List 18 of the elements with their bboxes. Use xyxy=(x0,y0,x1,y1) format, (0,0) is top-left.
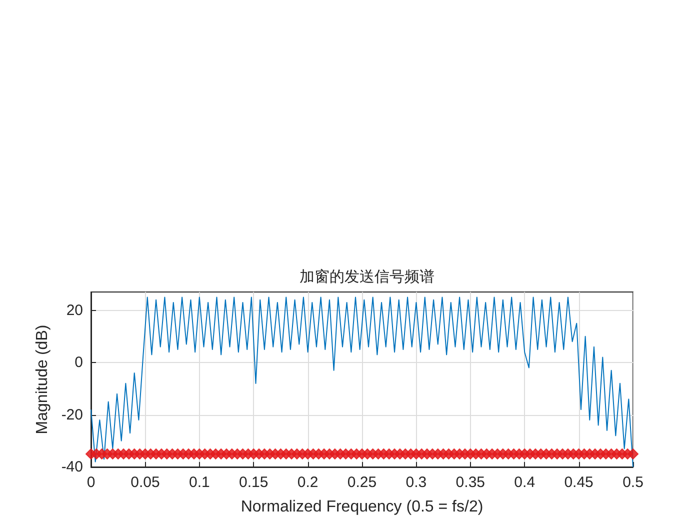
x-tick-label: 0.2 xyxy=(297,474,318,491)
x-tick-label: 0.5 xyxy=(622,474,644,491)
y-tick-label: 0 xyxy=(74,354,83,372)
x-tick-label: 0.35 xyxy=(456,474,485,491)
x-tick-label: 0.4 xyxy=(514,474,536,491)
x-tick-label: 0.1 xyxy=(188,474,210,491)
x-tick-label: 0.05 xyxy=(130,474,160,491)
x-tick-label: 0.45 xyxy=(564,474,594,491)
x-tick-label: 0.3 xyxy=(406,474,427,491)
y-tick-label: -40 xyxy=(61,458,83,476)
y-tick-label: -20 xyxy=(61,406,83,424)
x-tick-label: 0.15 xyxy=(239,474,268,491)
y-axis-title: Magnitude (dB) xyxy=(34,324,51,434)
chart-title: 加窗的发送信号频谱 xyxy=(300,268,434,286)
y-tick-label: 20 xyxy=(66,302,83,319)
x-tick-label: 0 xyxy=(86,474,96,491)
x-axis-title: Normalized Frequency (0.5 = fs/2) xyxy=(240,498,484,516)
x-tick-label: 0.25 xyxy=(347,474,377,491)
